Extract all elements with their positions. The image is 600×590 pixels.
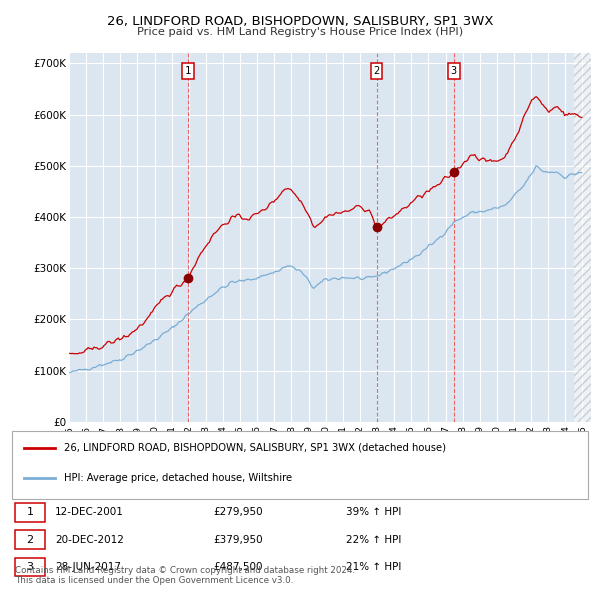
Text: HPI: Average price, detached house, Wiltshire: HPI: Average price, detached house, Wilt… — [64, 473, 292, 483]
Text: 1: 1 — [26, 507, 34, 517]
Text: 3: 3 — [26, 562, 34, 572]
FancyBboxPatch shape — [15, 503, 45, 522]
Text: 2: 2 — [26, 535, 34, 545]
Text: 21% ↑ HPI: 21% ↑ HPI — [346, 562, 401, 572]
Text: Price paid vs. HM Land Registry's House Price Index (HPI): Price paid vs. HM Land Registry's House … — [137, 27, 463, 37]
Text: 39% ↑ HPI: 39% ↑ HPI — [346, 507, 401, 517]
Text: 1: 1 — [185, 66, 191, 76]
Text: 26, LINDFORD ROAD, BISHOPDOWN, SALISBURY, SP1 3WX (detached house): 26, LINDFORD ROAD, BISHOPDOWN, SALISBURY… — [64, 442, 446, 453]
FancyBboxPatch shape — [15, 558, 45, 576]
FancyBboxPatch shape — [15, 530, 45, 549]
Text: 22% ↑ HPI: 22% ↑ HPI — [346, 535, 401, 545]
Text: 2: 2 — [373, 66, 380, 76]
FancyBboxPatch shape — [12, 431, 588, 499]
Text: 20-DEC-2012: 20-DEC-2012 — [55, 535, 124, 545]
Text: 28-JUN-2017: 28-JUN-2017 — [55, 562, 121, 572]
Text: £379,950: £379,950 — [214, 535, 263, 545]
Text: £487,500: £487,500 — [214, 562, 263, 572]
Text: Contains HM Land Registry data © Crown copyright and database right 2024.: Contains HM Land Registry data © Crown c… — [15, 566, 355, 575]
Text: 3: 3 — [451, 66, 457, 76]
Text: 26, LINDFORD ROAD, BISHOPDOWN, SALISBURY, SP1 3WX: 26, LINDFORD ROAD, BISHOPDOWN, SALISBURY… — [107, 15, 493, 28]
Text: £279,950: £279,950 — [214, 507, 263, 517]
Text: This data is licensed under the Open Government Licence v3.0.: This data is licensed under the Open Gov… — [15, 576, 293, 585]
Bar — [574, 53, 591, 422]
Text: 12-DEC-2001: 12-DEC-2001 — [55, 507, 124, 517]
